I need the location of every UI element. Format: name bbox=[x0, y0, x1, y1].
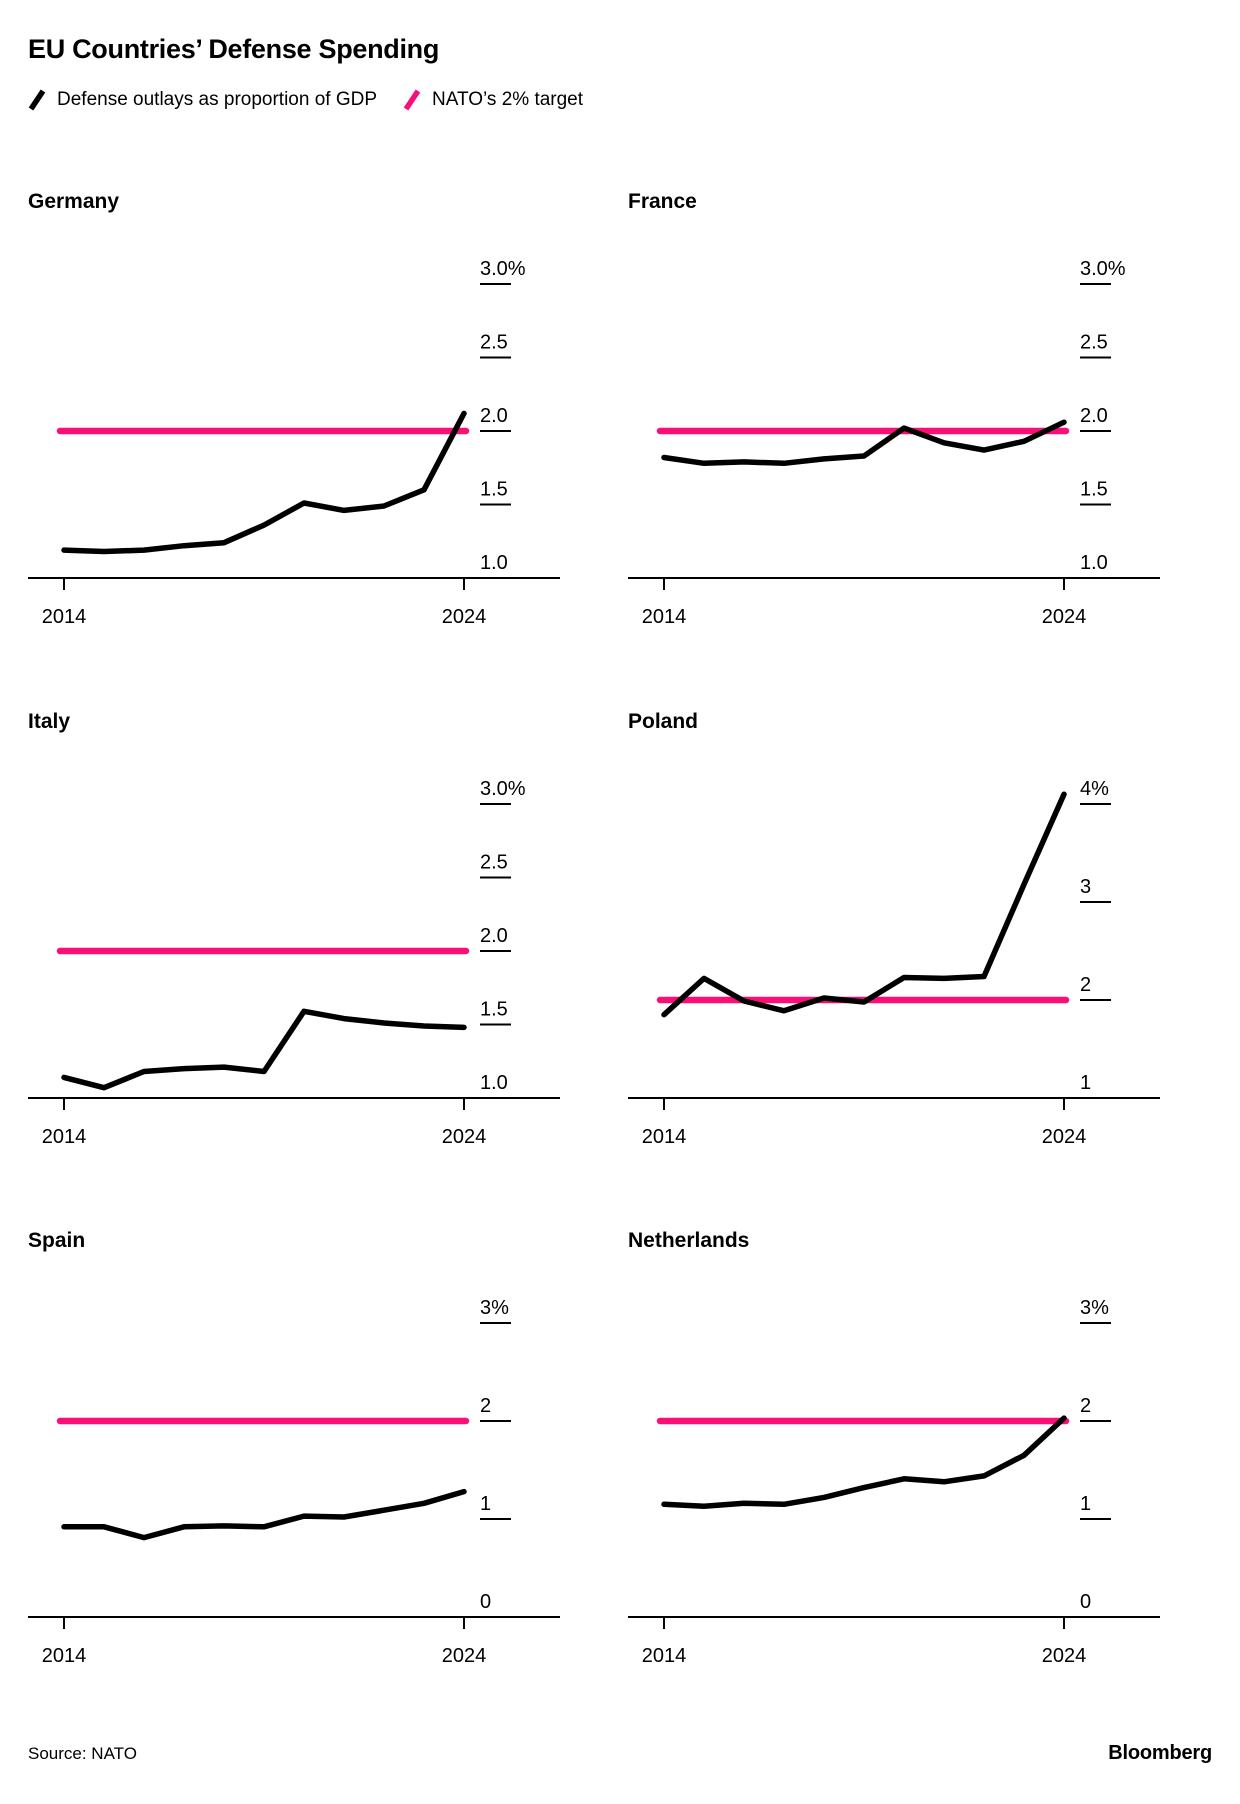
chart-spain: Spain 2014 2024 3% 2 1 0 bbox=[28, 1204, 613, 1684]
chart-plot: 2014 2024 3.0% 2.5 2.0 1.5 1.0 bbox=[28, 258, 560, 628]
legend-label-nato-target: NATO’s 2% target bbox=[432, 89, 584, 110]
y-tick-label: 2 bbox=[1080, 1395, 1091, 1417]
y-tick-label: 0 bbox=[1080, 1591, 1091, 1613]
defense-outlays-line bbox=[661, 1415, 1067, 1510]
y-tick-label: 3.0% bbox=[480, 778, 526, 800]
x-tick-label: 2024 bbox=[1042, 1126, 1087, 1148]
x-tick-label: 2014 bbox=[642, 1126, 687, 1148]
chart-plot: 2014 2024 3.0% 2.5 2.0 1.5 1.0 bbox=[28, 778, 560, 1148]
y-tick-label: 1.0 bbox=[480, 1072, 508, 1094]
x-tick-label: 2024 bbox=[1042, 606, 1087, 628]
y-tick-label: 2.0 bbox=[480, 405, 508, 427]
chart-title: Spain bbox=[28, 1229, 86, 1252]
defense-outlays-line bbox=[61, 1488, 467, 1541]
y-tick-label: 1 bbox=[1080, 1493, 1091, 1515]
chart-plot: 2014 2024 3% 2 1 0 bbox=[28, 1297, 560, 1667]
chart-title: Netherlands bbox=[628, 1229, 750, 1252]
chart-plot: 2014 2024 4% 3 2 1 bbox=[628, 778, 1160, 1148]
legend: Defense outlays as proportion of GDP NAT… bbox=[28, 88, 583, 112]
chart-italy: Italy 2014 2024 3.0% 2.5 2.0 1.5 1.0 bbox=[28, 685, 613, 1165]
chart-poland: Poland 2014 2024 4% 3 2 1 bbox=[628, 685, 1213, 1165]
page-title: EU Countries’ Defense Spending bbox=[28, 34, 440, 64]
chart-germany: Germany 2014 2024 3.0% 2.5 2.0 1.5 1.0 bbox=[28, 165, 613, 645]
y-tick-label: 2 bbox=[480, 1395, 491, 1417]
chart-france: France 2014 2024 3.0% 2.5 2.0 1.5 1.0 bbox=[628, 165, 1213, 645]
chart-plot: 2014 2024 3% 2 1 0 bbox=[628, 1297, 1160, 1667]
black-slash-icon bbox=[28, 89, 46, 111]
y-tick-label: 4% bbox=[1080, 778, 1109, 800]
y-tick-label: 1.0 bbox=[480, 552, 508, 574]
x-tick-label: 2024 bbox=[442, 1126, 487, 1148]
x-tick-label: 2014 bbox=[642, 606, 687, 628]
y-tick-label: 2.0 bbox=[1080, 405, 1108, 427]
chart-title: Italy bbox=[28, 710, 71, 733]
defense-outlays-line bbox=[661, 791, 1067, 1018]
y-tick-label: 2 bbox=[1080, 974, 1091, 996]
defense-outlays-line bbox=[61, 1008, 467, 1091]
y-tick-label: 1.0 bbox=[1080, 552, 1108, 574]
y-tick-label: 3% bbox=[480, 1297, 509, 1319]
legend-label-defense-outlays: Defense outlays as proportion of GDP bbox=[57, 89, 378, 110]
y-tick-label: 3.0% bbox=[480, 258, 526, 280]
y-tick-label: 1 bbox=[1080, 1072, 1091, 1094]
chart-title: Poland bbox=[628, 710, 699, 733]
y-tick-label: 2.5 bbox=[480, 852, 508, 874]
y-tick-label: 1.5 bbox=[480, 479, 508, 501]
y-tick-label: 2.5 bbox=[480, 332, 508, 354]
y-tick-label: 3 bbox=[1080, 876, 1091, 898]
x-tick-label: 2024 bbox=[1042, 1645, 1087, 1667]
x-tick-label: 2014 bbox=[42, 606, 87, 628]
y-tick-label: 3.0% bbox=[1080, 258, 1126, 280]
x-tick-label: 2024 bbox=[442, 1645, 487, 1667]
legend-item-defense-outlays: Defense outlays as proportion of GDP bbox=[28, 88, 377, 112]
x-tick-label: 2014 bbox=[42, 1645, 87, 1667]
defense-outlays-line bbox=[661, 419, 1067, 467]
chart-title: Germany bbox=[28, 190, 120, 213]
y-tick-label: 3% bbox=[1080, 1297, 1109, 1319]
legend-item-nato-target: NATO’s 2% target bbox=[403, 88, 583, 112]
chart-plot: 2014 2024 3.0% 2.5 2.0 1.5 1.0 bbox=[628, 258, 1160, 628]
chart-title: France bbox=[628, 190, 697, 213]
y-tick-label: 2.0 bbox=[480, 925, 508, 947]
defense-outlays-line bbox=[61, 410, 467, 555]
bloomberg-logo: Bloomberg bbox=[1108, 1742, 1212, 1764]
y-tick-label: 1.5 bbox=[480, 999, 508, 1021]
y-tick-label: 2.5 bbox=[1080, 332, 1108, 354]
y-tick-label: 1.5 bbox=[1080, 479, 1108, 501]
x-tick-label: 2014 bbox=[42, 1126, 87, 1148]
chart-netherlands: Netherlands 2014 2024 3% 2 1 0 bbox=[628, 1204, 1213, 1684]
y-tick-label: 1 bbox=[480, 1493, 491, 1515]
source-note: Source: NATO bbox=[28, 1744, 137, 1763]
x-tick-label: 2014 bbox=[642, 1645, 687, 1667]
pink-slash-icon bbox=[403, 89, 421, 111]
x-tick-label: 2024 bbox=[442, 606, 487, 628]
y-tick-label: 0 bbox=[480, 1591, 491, 1613]
